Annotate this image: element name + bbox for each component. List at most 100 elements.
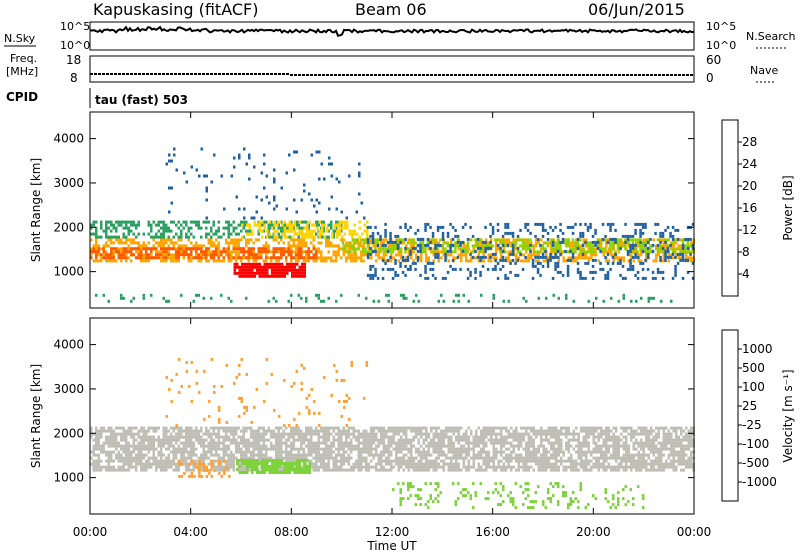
scatter-cell bbox=[325, 259, 328, 263]
scatter-cell bbox=[467, 259, 470, 263]
scatter-cell bbox=[502, 441, 505, 445]
scatter-cell bbox=[380, 468, 383, 472]
scatter-cell bbox=[356, 247, 360, 251]
scatter-cell bbox=[120, 447, 123, 451]
scatter-cell bbox=[650, 296, 653, 300]
scatter-cell bbox=[507, 241, 510, 245]
scatter-cell bbox=[655, 253, 658, 257]
scatter-cell bbox=[180, 459, 183, 463]
scatter-cell bbox=[549, 225, 552, 229]
scatter-cell bbox=[347, 462, 350, 466]
scatter-cell bbox=[671, 247, 675, 251]
scatter-cell bbox=[450, 444, 453, 448]
scatter-cell bbox=[636, 255, 640, 259]
scatter-cell bbox=[287, 250, 290, 254]
scatter-cell bbox=[527, 438, 530, 442]
scatter-cell bbox=[177, 426, 180, 430]
scatter-cell bbox=[182, 244, 185, 248]
scatter-cell bbox=[197, 435, 200, 439]
scatter-cell bbox=[450, 435, 453, 439]
scatter-cell bbox=[220, 293, 223, 297]
scatter-cell bbox=[115, 220, 118, 224]
scatter-cell bbox=[646, 250, 650, 254]
scatter-cell bbox=[377, 429, 380, 433]
scatter-cell bbox=[288, 265, 291, 269]
scatter-cell bbox=[286, 223, 289, 227]
scatter-cell bbox=[232, 435, 235, 439]
scatter-cell bbox=[215, 229, 218, 233]
scatter-cell bbox=[480, 447, 483, 451]
scatter-cell bbox=[479, 273, 482, 277]
scatter-cell bbox=[389, 255, 392, 259]
scatter-cell bbox=[157, 450, 160, 454]
scatter-cell bbox=[561, 237, 565, 241]
scatter-cell bbox=[686, 241, 690, 245]
scatter-cell bbox=[285, 250, 288, 254]
scatter-cell bbox=[162, 462, 165, 466]
scatter-cell bbox=[490, 259, 493, 263]
scatter-cell bbox=[273, 177, 276, 181]
scatter-cell bbox=[634, 273, 637, 277]
scatter-cell bbox=[336, 223, 339, 227]
scatter-cell bbox=[416, 249, 420, 253]
scatter-cell bbox=[446, 241, 450, 245]
scatter-cell bbox=[457, 453, 460, 457]
scatter-cell bbox=[307, 450, 310, 454]
scatter-cell bbox=[345, 450, 348, 454]
scatter-cell bbox=[165, 226, 168, 230]
scatter-cell bbox=[215, 444, 218, 448]
scatter-cell bbox=[506, 231, 510, 235]
scatter-cell bbox=[342, 462, 345, 466]
scatter-cell bbox=[462, 244, 465, 248]
scatter-cell bbox=[122, 429, 125, 433]
scatter-cell bbox=[589, 270, 592, 274]
scatter-cell bbox=[580, 244, 583, 248]
scatter-cell bbox=[318, 229, 321, 233]
nave-tick-bottom: 0 bbox=[706, 71, 714, 85]
scatter-cell bbox=[661, 231, 665, 235]
scatter-cell bbox=[457, 299, 460, 303]
scatter-cell bbox=[357, 438, 360, 442]
scatter-cell bbox=[227, 226, 230, 230]
scatter-cell bbox=[677, 256, 680, 260]
scatter-cell bbox=[505, 447, 508, 451]
scatter-cell bbox=[122, 432, 125, 436]
scatter-cell bbox=[175, 438, 178, 442]
scatter-cell bbox=[572, 241, 575, 245]
scatter-cell bbox=[230, 232, 233, 236]
scatter-cell bbox=[676, 261, 680, 265]
scatter-cell bbox=[351, 244, 355, 248]
scatter-cell bbox=[571, 238, 575, 242]
scatter-cell bbox=[345, 435, 348, 439]
scatter-cell bbox=[390, 426, 393, 430]
scatter-cell bbox=[556, 255, 560, 259]
scatter-cell bbox=[152, 441, 155, 445]
scatter-cell bbox=[265, 253, 268, 257]
scatter-cell bbox=[490, 432, 493, 436]
scatter-cell bbox=[472, 465, 475, 469]
scatter-cell bbox=[95, 462, 98, 466]
scatter-cell bbox=[501, 264, 505, 268]
scatter-cell bbox=[509, 261, 512, 265]
scatter-cell bbox=[667, 253, 670, 257]
scatter-cell bbox=[484, 244, 487, 248]
scatter-cell bbox=[102, 429, 105, 433]
scatter-cell bbox=[412, 459, 415, 463]
scatter-cell bbox=[662, 244, 665, 248]
scatter-cell bbox=[305, 253, 308, 257]
scatter-cell bbox=[307, 247, 310, 251]
scatter-cell bbox=[220, 250, 223, 254]
scatter-cell bbox=[330, 256, 333, 260]
scatter-cell bbox=[127, 244, 130, 248]
scatter-cell bbox=[641, 225, 645, 229]
scatter-cell bbox=[227, 444, 230, 448]
scatter-cell bbox=[534, 255, 537, 259]
scatter-cell bbox=[510, 465, 513, 469]
scatter-cell bbox=[509, 231, 512, 235]
scatter-cell bbox=[342, 432, 345, 436]
scatter-cell bbox=[602, 253, 605, 257]
scatter-cell bbox=[357, 465, 360, 469]
scatter-cell bbox=[125, 438, 128, 442]
scatter-cell bbox=[120, 426, 123, 430]
scatter-cell bbox=[661, 270, 665, 274]
